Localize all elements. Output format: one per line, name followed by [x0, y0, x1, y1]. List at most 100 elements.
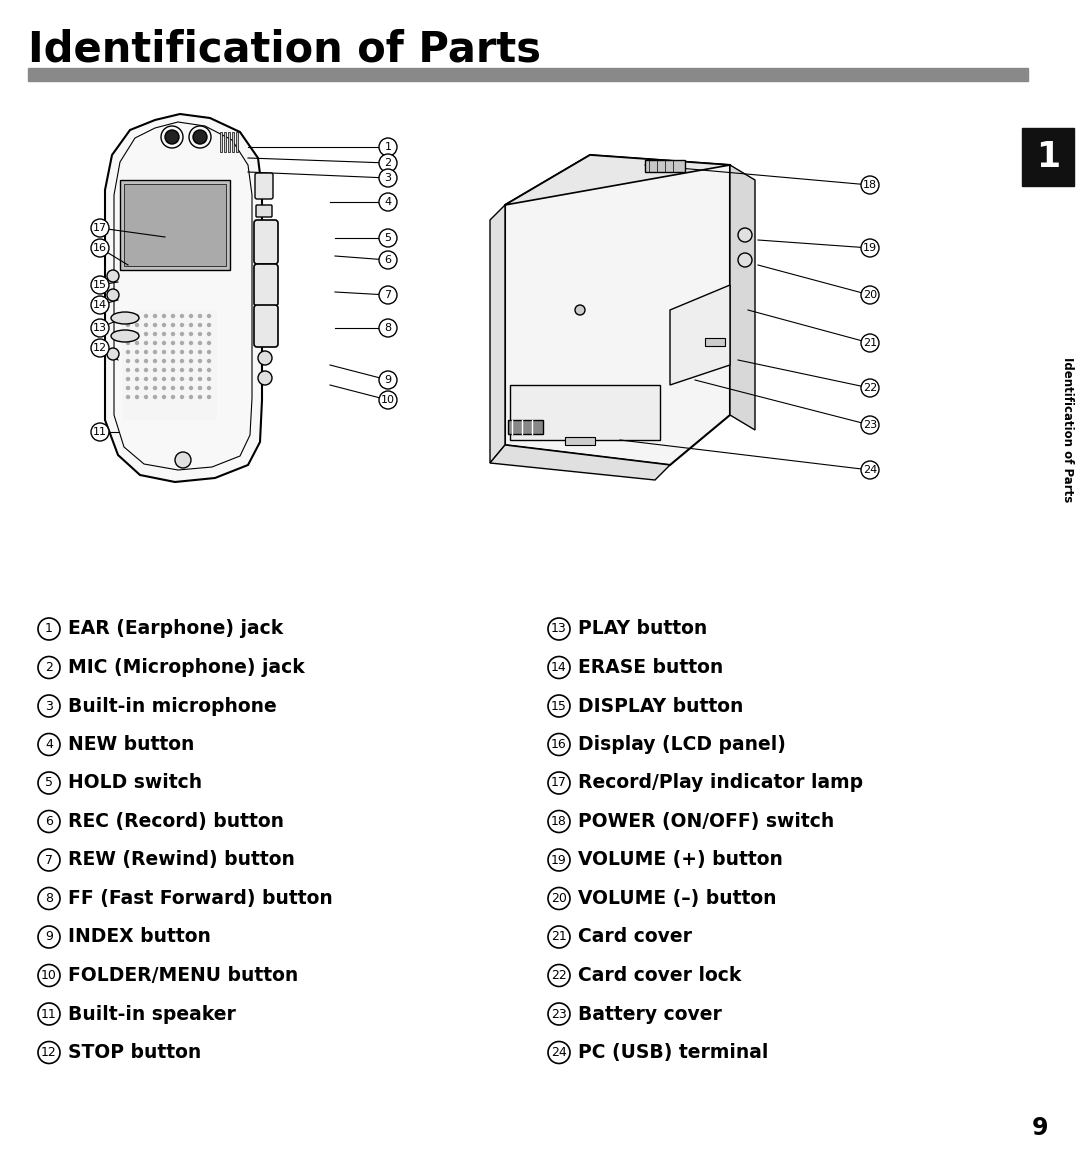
Circle shape	[91, 218, 109, 237]
Text: 20: 20	[551, 892, 567, 905]
Text: FF (Fast Forward) button: FF (Fast Forward) button	[68, 889, 333, 907]
Circle shape	[206, 386, 212, 391]
Polygon shape	[505, 155, 730, 205]
Text: 11: 11	[41, 1008, 57, 1021]
Bar	[510, 385, 660, 440]
Circle shape	[125, 350, 131, 354]
Circle shape	[162, 395, 166, 399]
Text: 12: 12	[93, 343, 107, 353]
Circle shape	[125, 395, 131, 399]
Circle shape	[38, 849, 60, 870]
FancyBboxPatch shape	[254, 305, 278, 347]
Circle shape	[189, 368, 193, 372]
Circle shape	[125, 368, 131, 372]
Text: 22: 22	[863, 383, 877, 393]
Ellipse shape	[111, 312, 139, 324]
Circle shape	[861, 334, 879, 351]
Circle shape	[198, 350, 202, 354]
Bar	[1022, 128, 1074, 186]
Circle shape	[379, 371, 397, 390]
Circle shape	[125, 341, 131, 346]
Circle shape	[179, 358, 185, 363]
Circle shape	[91, 423, 109, 440]
Circle shape	[548, 657, 570, 679]
Circle shape	[135, 368, 139, 372]
Circle shape	[135, 386, 139, 391]
Circle shape	[38, 926, 60, 948]
Circle shape	[198, 395, 202, 399]
Circle shape	[171, 350, 175, 354]
Circle shape	[125, 358, 131, 363]
Circle shape	[38, 1042, 60, 1064]
Circle shape	[206, 332, 212, 336]
Text: REC (Record) button: REC (Record) button	[68, 812, 284, 831]
Circle shape	[548, 1003, 570, 1025]
Circle shape	[165, 129, 179, 144]
Text: 1: 1	[45, 622, 53, 636]
Circle shape	[135, 395, 139, 399]
Circle shape	[162, 377, 166, 381]
Text: 3: 3	[384, 173, 391, 183]
Circle shape	[258, 351, 272, 365]
Bar	[232, 132, 234, 151]
Circle shape	[189, 395, 193, 399]
Text: 24: 24	[863, 465, 877, 475]
Text: 6: 6	[45, 815, 53, 828]
Text: Card cover lock: Card cover lock	[578, 966, 741, 985]
Text: Built-in speaker: Built-in speaker	[68, 1005, 235, 1023]
Circle shape	[198, 341, 202, 346]
Circle shape	[171, 368, 175, 372]
Circle shape	[379, 229, 397, 247]
Circle shape	[575, 305, 585, 314]
Text: HOLD switch: HOLD switch	[68, 773, 202, 793]
Text: 21: 21	[863, 338, 877, 348]
Circle shape	[162, 332, 166, 336]
Bar	[645, 160, 685, 172]
Circle shape	[179, 350, 185, 354]
Polygon shape	[490, 205, 505, 464]
Text: STOP button: STOP button	[68, 1043, 201, 1062]
Circle shape	[258, 371, 272, 385]
Circle shape	[91, 296, 109, 314]
Circle shape	[162, 350, 166, 354]
Circle shape	[379, 251, 397, 269]
Text: 1: 1	[384, 142, 391, 151]
Text: 11: 11	[93, 427, 107, 437]
Circle shape	[152, 368, 158, 372]
Circle shape	[179, 313, 185, 318]
Circle shape	[179, 377, 185, 381]
Text: 17: 17	[93, 223, 107, 234]
Circle shape	[135, 313, 139, 318]
Circle shape	[861, 176, 879, 194]
Text: NEW button: NEW button	[68, 735, 194, 754]
Text: VOLUME (–) button: VOLUME (–) button	[578, 889, 777, 907]
Circle shape	[171, 395, 175, 399]
Circle shape	[189, 332, 193, 336]
Text: 15: 15	[551, 699, 567, 712]
Circle shape	[171, 313, 175, 318]
Circle shape	[125, 313, 131, 318]
Text: 4: 4	[45, 738, 53, 751]
Circle shape	[125, 377, 131, 381]
Text: 21: 21	[551, 931, 567, 943]
Text: 1: 1	[1036, 140, 1061, 175]
Circle shape	[125, 332, 131, 336]
Circle shape	[171, 386, 175, 391]
Text: DISPLAY button: DISPLAY button	[578, 697, 743, 716]
Circle shape	[379, 193, 397, 212]
Circle shape	[179, 395, 185, 399]
Bar	[237, 132, 238, 151]
Circle shape	[107, 348, 119, 360]
Circle shape	[548, 810, 570, 832]
Text: 22: 22	[551, 969, 567, 981]
Bar	[220, 132, 222, 151]
Circle shape	[738, 228, 752, 242]
Circle shape	[144, 341, 148, 346]
Circle shape	[171, 323, 175, 327]
Circle shape	[189, 323, 193, 327]
Circle shape	[162, 368, 166, 372]
Circle shape	[179, 368, 185, 372]
Text: 13: 13	[93, 323, 107, 333]
Text: 8: 8	[384, 323, 392, 333]
Text: FOLDER/MENU button: FOLDER/MENU button	[68, 966, 298, 985]
